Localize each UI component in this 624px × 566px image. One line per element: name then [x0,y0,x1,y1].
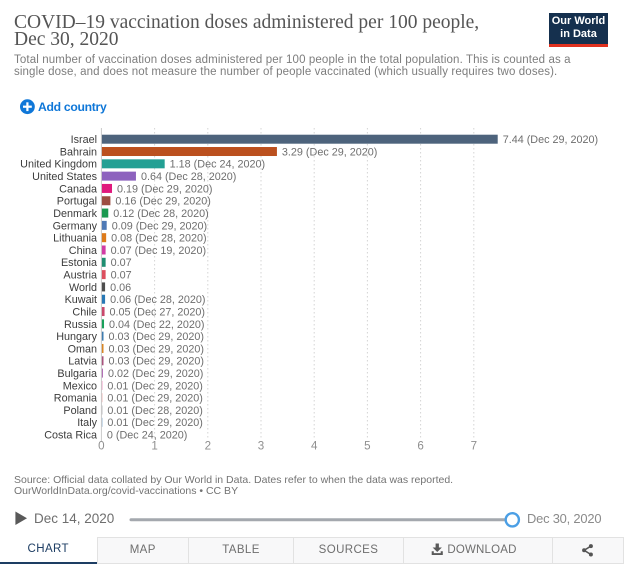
svg-text:Portugal: Portugal [57,196,97,208]
svg-text:0.08 (Dec 28, 2020): 0.08 (Dec 28, 2020) [111,233,206,245]
svg-text:0.05 (Dec 27, 2020): 0.05 (Dec 27, 2020) [110,306,205,318]
svg-text:1.18 (Dec 24, 2020): 1.18 (Dec 24, 2020) [170,159,265,171]
svg-text:United Kingdom: United Kingdom [20,159,97,171]
svg-text:Hungary: Hungary [56,331,97,343]
svg-text:4: 4 [311,439,318,452]
svg-text:Israel: Israel [71,134,97,146]
svg-text:Mexico: Mexico [63,380,97,392]
svg-text:0 (Dec 24, 2020): 0 (Dec 24, 2020) [107,430,187,442]
svg-text:Austria: Austria [63,270,97,282]
svg-text:Bulgaria: Bulgaria [57,368,97,380]
svg-text:Germany: Germany [53,220,98,232]
svg-text:Italy: Italy [77,417,97,429]
svg-text:Canada: Canada [59,183,97,195]
svg-text:6: 6 [417,439,423,452]
svg-text:Poland: Poland [63,405,97,417]
svg-text:Lithuania: Lithuania [53,233,97,245]
svg-text:0.07: 0.07 [111,270,132,282]
svg-text:0.12 (Dec 28, 2020): 0.12 (Dec 28, 2020) [113,208,208,220]
svg-text:Estonia: Estonia [61,257,97,269]
svg-text:World: World [69,282,97,294]
svg-text:0.01 (Dec 29, 2020): 0.01 (Dec 29, 2020) [107,393,202,405]
svg-text:Romania: Romania [54,393,97,405]
svg-text:0.06 (Dec 28, 2020): 0.06 (Dec 28, 2020) [110,294,205,306]
svg-text:0.06: 0.06 [110,282,131,294]
svg-text:Kuwait: Kuwait [65,294,97,306]
svg-text:0.07: 0.07 [111,257,132,269]
svg-text:Russia: Russia [64,319,97,331]
svg-text:Denmark: Denmark [53,208,97,220]
svg-text:3: 3 [258,439,264,452]
svg-text:0.19 (Dec 29, 2020): 0.19 (Dec 29, 2020) [117,183,212,195]
svg-text:0.04 (Dec 22, 2020): 0.04 (Dec 22, 2020) [109,319,204,331]
svg-text:0.01 (Dec 29, 2020): 0.01 (Dec 29, 2020) [107,380,202,392]
svg-text:0.01 (Dec 28, 2020): 0.01 (Dec 28, 2020) [107,405,202,417]
svg-text:2: 2 [205,439,211,452]
svg-text:0.01 (Dec 29, 2020): 0.01 (Dec 29, 2020) [107,417,202,429]
svg-text:0.03 (Dec 29, 2020): 0.03 (Dec 29, 2020) [109,343,204,355]
svg-text:Bahrain: Bahrain [60,146,97,158]
svg-text:7: 7 [471,439,477,452]
svg-text:0.16 (Dec 29, 2020): 0.16 (Dec 29, 2020) [115,196,210,208]
svg-text:0.07 (Dec 19, 2020): 0.07 (Dec 19, 2020) [111,245,206,257]
svg-text:Oman: Oman [68,343,97,355]
svg-text:0.09 (Dec 29, 2020): 0.09 (Dec 29, 2020) [112,220,207,232]
svg-text:3.29 (Dec 29, 2020): 3.29 (Dec 29, 2020) [282,146,377,158]
svg-text:0.02 (Dec 29, 2020): 0.02 (Dec 29, 2020) [108,368,203,380]
svg-text:0.03 (Dec 29, 2020): 0.03 (Dec 29, 2020) [109,331,204,343]
svg-text:Latvia: Latvia [68,356,97,368]
svg-text:Costa Rica: Costa Rica [44,430,97,442]
svg-text:United States: United States [32,171,97,183]
svg-text:0: 0 [98,439,104,452]
svg-text:0.64 (Dec 28, 2020): 0.64 (Dec 28, 2020) [141,171,236,183]
svg-text:China: China [69,245,97,257]
svg-text:5: 5 [364,439,370,452]
svg-text:1: 1 [151,439,157,452]
svg-text:0.03 (Dec 29, 2020): 0.03 (Dec 29, 2020) [109,356,204,368]
svg-text:7.44 (Dec 29, 2020): 7.44 (Dec 29, 2020) [503,134,598,146]
svg-text:Chile: Chile [72,306,97,318]
